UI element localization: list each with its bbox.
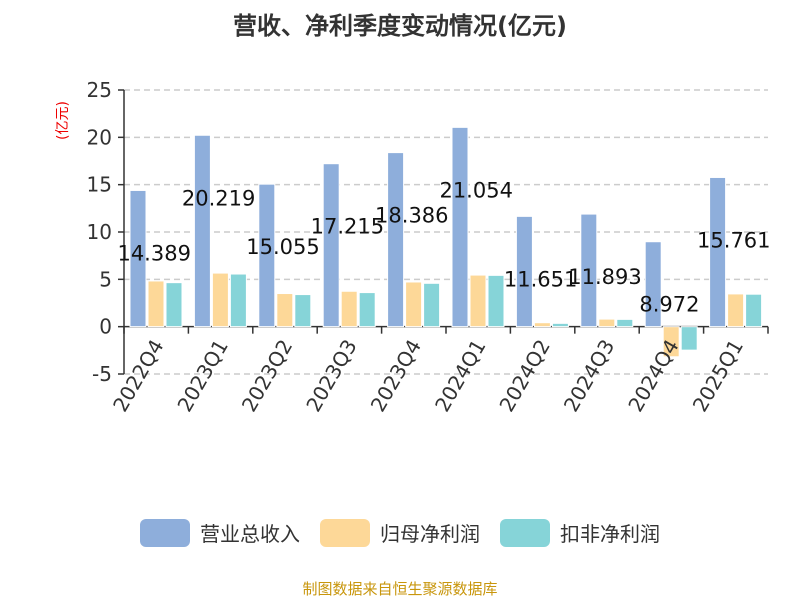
bar-1 — [276, 293, 294, 328]
source-note: 制图数据来自恒生聚源数据库 — [302, 580, 498, 598]
legend-swatch — [500, 518, 550, 547]
y-tick-label: 20 — [87, 125, 112, 149]
y-tick-label: 15 — [87, 173, 112, 197]
legend-label: 归母净利润 — [380, 522, 480, 546]
bar-1 — [533, 322, 551, 328]
bar-1 — [469, 274, 487, 328]
bar-2 — [229, 273, 247, 328]
x-tick-label: 2023Q2 — [237, 335, 297, 416]
legend-swatch — [140, 518, 190, 547]
chart-title: 营收、净利季度变动情况(亿元) — [233, 12, 567, 40]
data-label: 18.386 — [375, 204, 448, 228]
legend-item-revenue[interactable]: 营业总收入 — [140, 518, 300, 547]
bar-2 — [616, 318, 634, 328]
y-tick-label: -5 — [92, 362, 112, 386]
x-tick-label: 2023Q1 — [172, 335, 232, 416]
data-label: 15.761 — [697, 228, 770, 252]
bar-0 — [193, 134, 211, 328]
legend-swatch — [320, 518, 370, 547]
y-tick-label: 25 — [87, 78, 112, 102]
bar-1 — [405, 281, 423, 328]
x-tick-label: 2024Q4 — [623, 335, 683, 416]
x-tick-label: 2024Q3 — [559, 335, 619, 416]
bar-0 — [644, 241, 662, 328]
bar-0 — [322, 163, 340, 328]
x-tick-label: 2024Q1 — [430, 335, 490, 416]
legend-label: 扣非净利润 — [560, 522, 660, 546]
x-tick-label: 2023Q4 — [366, 335, 426, 416]
bar-1 — [662, 326, 680, 358]
data-label: 21.054 — [439, 178, 512, 202]
y-tick-label: 10 — [87, 220, 112, 244]
bar-2 — [358, 292, 376, 328]
legend: 营业总收入 归母净利润 扣非净利润 — [0, 518, 800, 547]
data-label: 11.651 — [504, 267, 577, 291]
data-label: 15.055 — [246, 235, 319, 259]
x-tick-label: 2022Q4 — [108, 335, 168, 416]
bar-1 — [147, 280, 165, 328]
bar-0 — [129, 189, 147, 328]
bar-0 — [451, 126, 469, 328]
legend-item-deducted-profit[interactable]: 扣非净利润 — [500, 518, 660, 547]
bar-2 — [745, 293, 763, 328]
bar-1 — [727, 293, 745, 328]
bar-0 — [709, 176, 727, 328]
y-tick-label: 5 — [99, 267, 112, 291]
bar-2 — [165, 282, 183, 328]
bar-2 — [551, 322, 569, 328]
data-label: 20.219 — [182, 186, 255, 210]
bar-1 — [598, 318, 616, 328]
bar-0 — [515, 215, 533, 328]
data-label: 11.893 — [568, 265, 641, 289]
bar-1 — [211, 272, 229, 328]
bar-0 — [580, 213, 598, 328]
bar-1 — [340, 290, 358, 328]
x-tick-label: 2024Q2 — [494, 335, 554, 416]
data-label: 8.972 — [639, 293, 699, 317]
bar-2 — [294, 294, 312, 328]
legend-item-net-profit[interactable]: 归母净利润 — [320, 518, 480, 547]
bar-0 — [387, 152, 405, 328]
data-label: 14.389 — [117, 241, 190, 265]
bar-2 — [423, 282, 441, 328]
data-label: 17.215 — [311, 215, 384, 239]
bar-0 — [258, 183, 276, 328]
bar-2 — [680, 326, 698, 351]
y-tick-label: 0 — [99, 315, 112, 339]
legend-label: 营业总收入 — [200, 522, 300, 546]
bar-2 — [487, 274, 505, 328]
x-tick-label: 2023Q3 — [301, 335, 361, 416]
